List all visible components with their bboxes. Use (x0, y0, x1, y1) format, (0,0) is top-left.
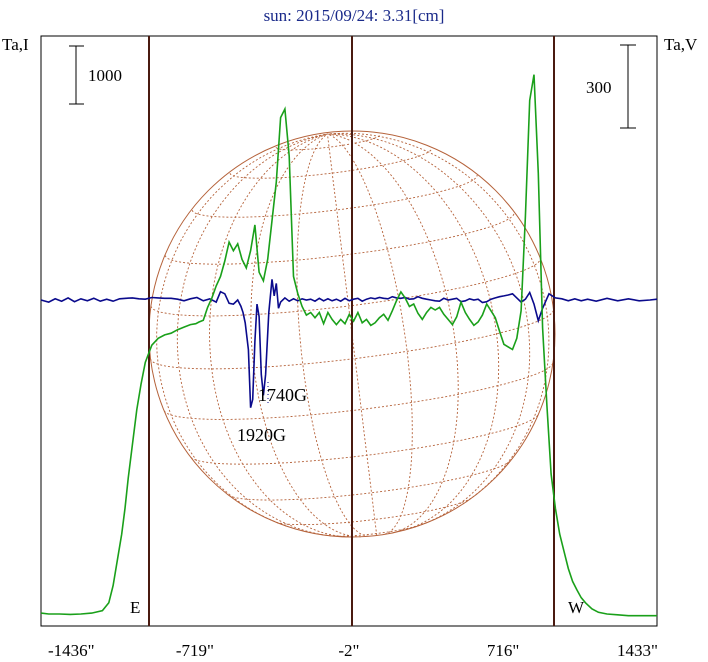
disk-longitude-line (327, 133, 500, 531)
disk-longitude-line (326, 133, 378, 536)
vertical-markers (148, 36, 555, 626)
scale-bar-left: 1000 (69, 45, 122, 105)
x-tick-label: -719" (176, 641, 214, 660)
x-tick-label: -1436" (48, 641, 95, 660)
solar-disk (148, 130, 556, 538)
disk-longitude-line (296, 133, 369, 537)
scale-label-right: 300 (586, 78, 612, 97)
scale-label-left: 1000 (88, 66, 122, 85)
series-line-intensity (40, 74, 657, 617)
annotation-1920g: 1920G (237, 425, 286, 445)
y-axis-label-right: Ta,V (664, 35, 698, 54)
plot-frame (40, 35, 658, 627)
disk-longitude-line (327, 132, 550, 505)
disk-latitude-line (276, 498, 472, 526)
disk-longitude-line (156, 133, 328, 527)
series-line-polarization (40, 279, 658, 408)
disk-longitude-line (250, 133, 361, 538)
disk-longitude-line (209, 133, 347, 538)
disk-longitude-line (327, 133, 459, 534)
disk-longitude-line (176, 133, 331, 537)
disk-longitude-line (327, 133, 531, 526)
x-tick-label: -2" (338, 641, 359, 660)
annotation-1740g: 1740G (258, 385, 307, 405)
limb-label-east: E (130, 598, 140, 617)
x-axis-ticks: -1436" -719" -2" 716" 1433" (48, 641, 658, 660)
chart-title: sun: 2015/09/24: 3.31[cm] (264, 6, 445, 25)
disk-latitude-line (150, 258, 541, 317)
x-tick-label: 716" (487, 641, 519, 660)
scale-bar-right: 300 (586, 44, 636, 129)
limb-label-west: W (568, 598, 585, 617)
disk-latitude-line (164, 212, 515, 265)
disk-longitude-line (327, 133, 413, 535)
disk-latitude-line (191, 175, 478, 218)
y-axis-label-left: Ta,I (2, 35, 29, 54)
x-tick-label: 1433" (617, 641, 658, 660)
disk-latitude-line (163, 362, 554, 420)
